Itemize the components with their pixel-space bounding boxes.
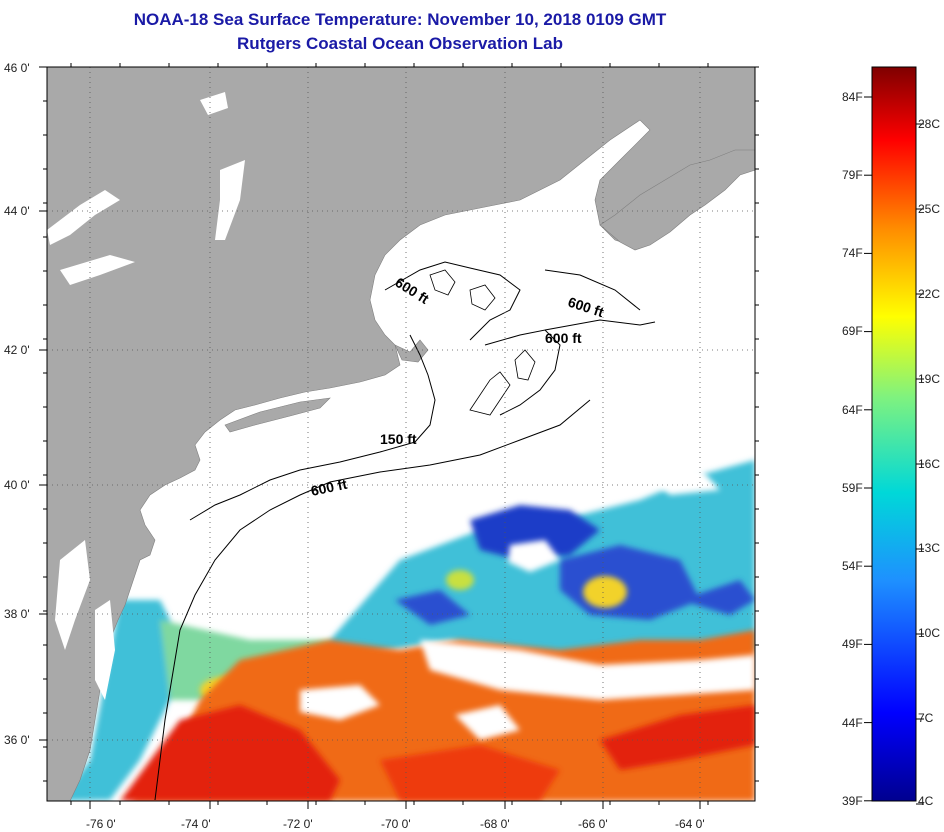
contour-label: 600 ft xyxy=(309,476,348,499)
map-subtitle: Rutgers Coastal Ocean Observation Lab xyxy=(237,34,563,53)
f-label: 69F xyxy=(842,324,863,338)
c-label: 7C xyxy=(918,711,934,725)
lat-label: 42 0' xyxy=(4,343,30,357)
lat-label: 38 0' xyxy=(4,607,30,621)
f-label: 49F xyxy=(842,637,863,651)
lon-label: -74 0' xyxy=(181,817,211,831)
fahrenheit-labels: 84F 79F 74F 69F 64F 59F 54F 49F 44F 39F xyxy=(842,90,863,808)
map-title: NOAA-18 Sea Surface Temperature: Novembe… xyxy=(133,10,667,29)
c-label: 4C xyxy=(918,794,934,808)
latitude-labels: 46 0' 44 0' 42 0' 40 0' 38 0' 36 0' xyxy=(4,61,30,747)
f-label: 54F xyxy=(842,559,863,573)
bank-outlines xyxy=(429,269,536,416)
lon-label: -68 0' xyxy=(480,817,510,831)
f-label: 79F xyxy=(842,168,863,182)
c-label: 13C xyxy=(918,541,940,555)
map-frame xyxy=(46,66,756,802)
lon-label: -76 0' xyxy=(86,817,116,831)
lat-label: 46 0' xyxy=(4,61,30,75)
c-label: 16C xyxy=(918,457,940,471)
lon-label: -64 0' xyxy=(675,817,705,831)
lon-label: -70 0' xyxy=(381,817,411,831)
f-label: 64F xyxy=(842,403,863,417)
c-label: 19C xyxy=(918,372,940,386)
c-label: 22C xyxy=(918,287,940,301)
f-label: 59F xyxy=(842,481,863,495)
colorbar: 84F 79F 74F 69F 64F 59F 54F 49F 44F 39F … xyxy=(842,66,940,808)
lat-label: 40 0' xyxy=(4,478,30,492)
f-label: 74F xyxy=(842,246,863,260)
lakes xyxy=(47,92,245,700)
graticule xyxy=(47,67,755,801)
axis-ticks xyxy=(39,63,759,809)
f-label: 39F xyxy=(842,794,863,808)
colorbar-gradient xyxy=(871,66,917,802)
celsius-labels: 28C 25C 22C 19C 16C 13C 10C 7C 4C xyxy=(918,117,940,808)
lat-label: 36 0' xyxy=(4,733,30,747)
c-label: 28C xyxy=(918,117,940,131)
lat-label: 44 0' xyxy=(4,204,30,218)
contour-label: 600 ft xyxy=(545,330,582,346)
f-label: 44F xyxy=(842,716,863,730)
bathymetry-contours xyxy=(154,261,656,801)
sst-field xyxy=(60,460,755,801)
landmass xyxy=(47,67,755,801)
contour-label: 150 ft xyxy=(380,431,417,447)
c-label: 25C xyxy=(918,202,940,216)
c-label: 10C xyxy=(918,626,940,640)
lon-label: -72 0' xyxy=(283,817,313,831)
f-label: 84F xyxy=(842,90,863,104)
longitude-labels: -76 0' -74 0' -72 0' -70 0' -68 0' -66 0… xyxy=(86,817,705,831)
lon-label: -66 0' xyxy=(578,817,608,831)
